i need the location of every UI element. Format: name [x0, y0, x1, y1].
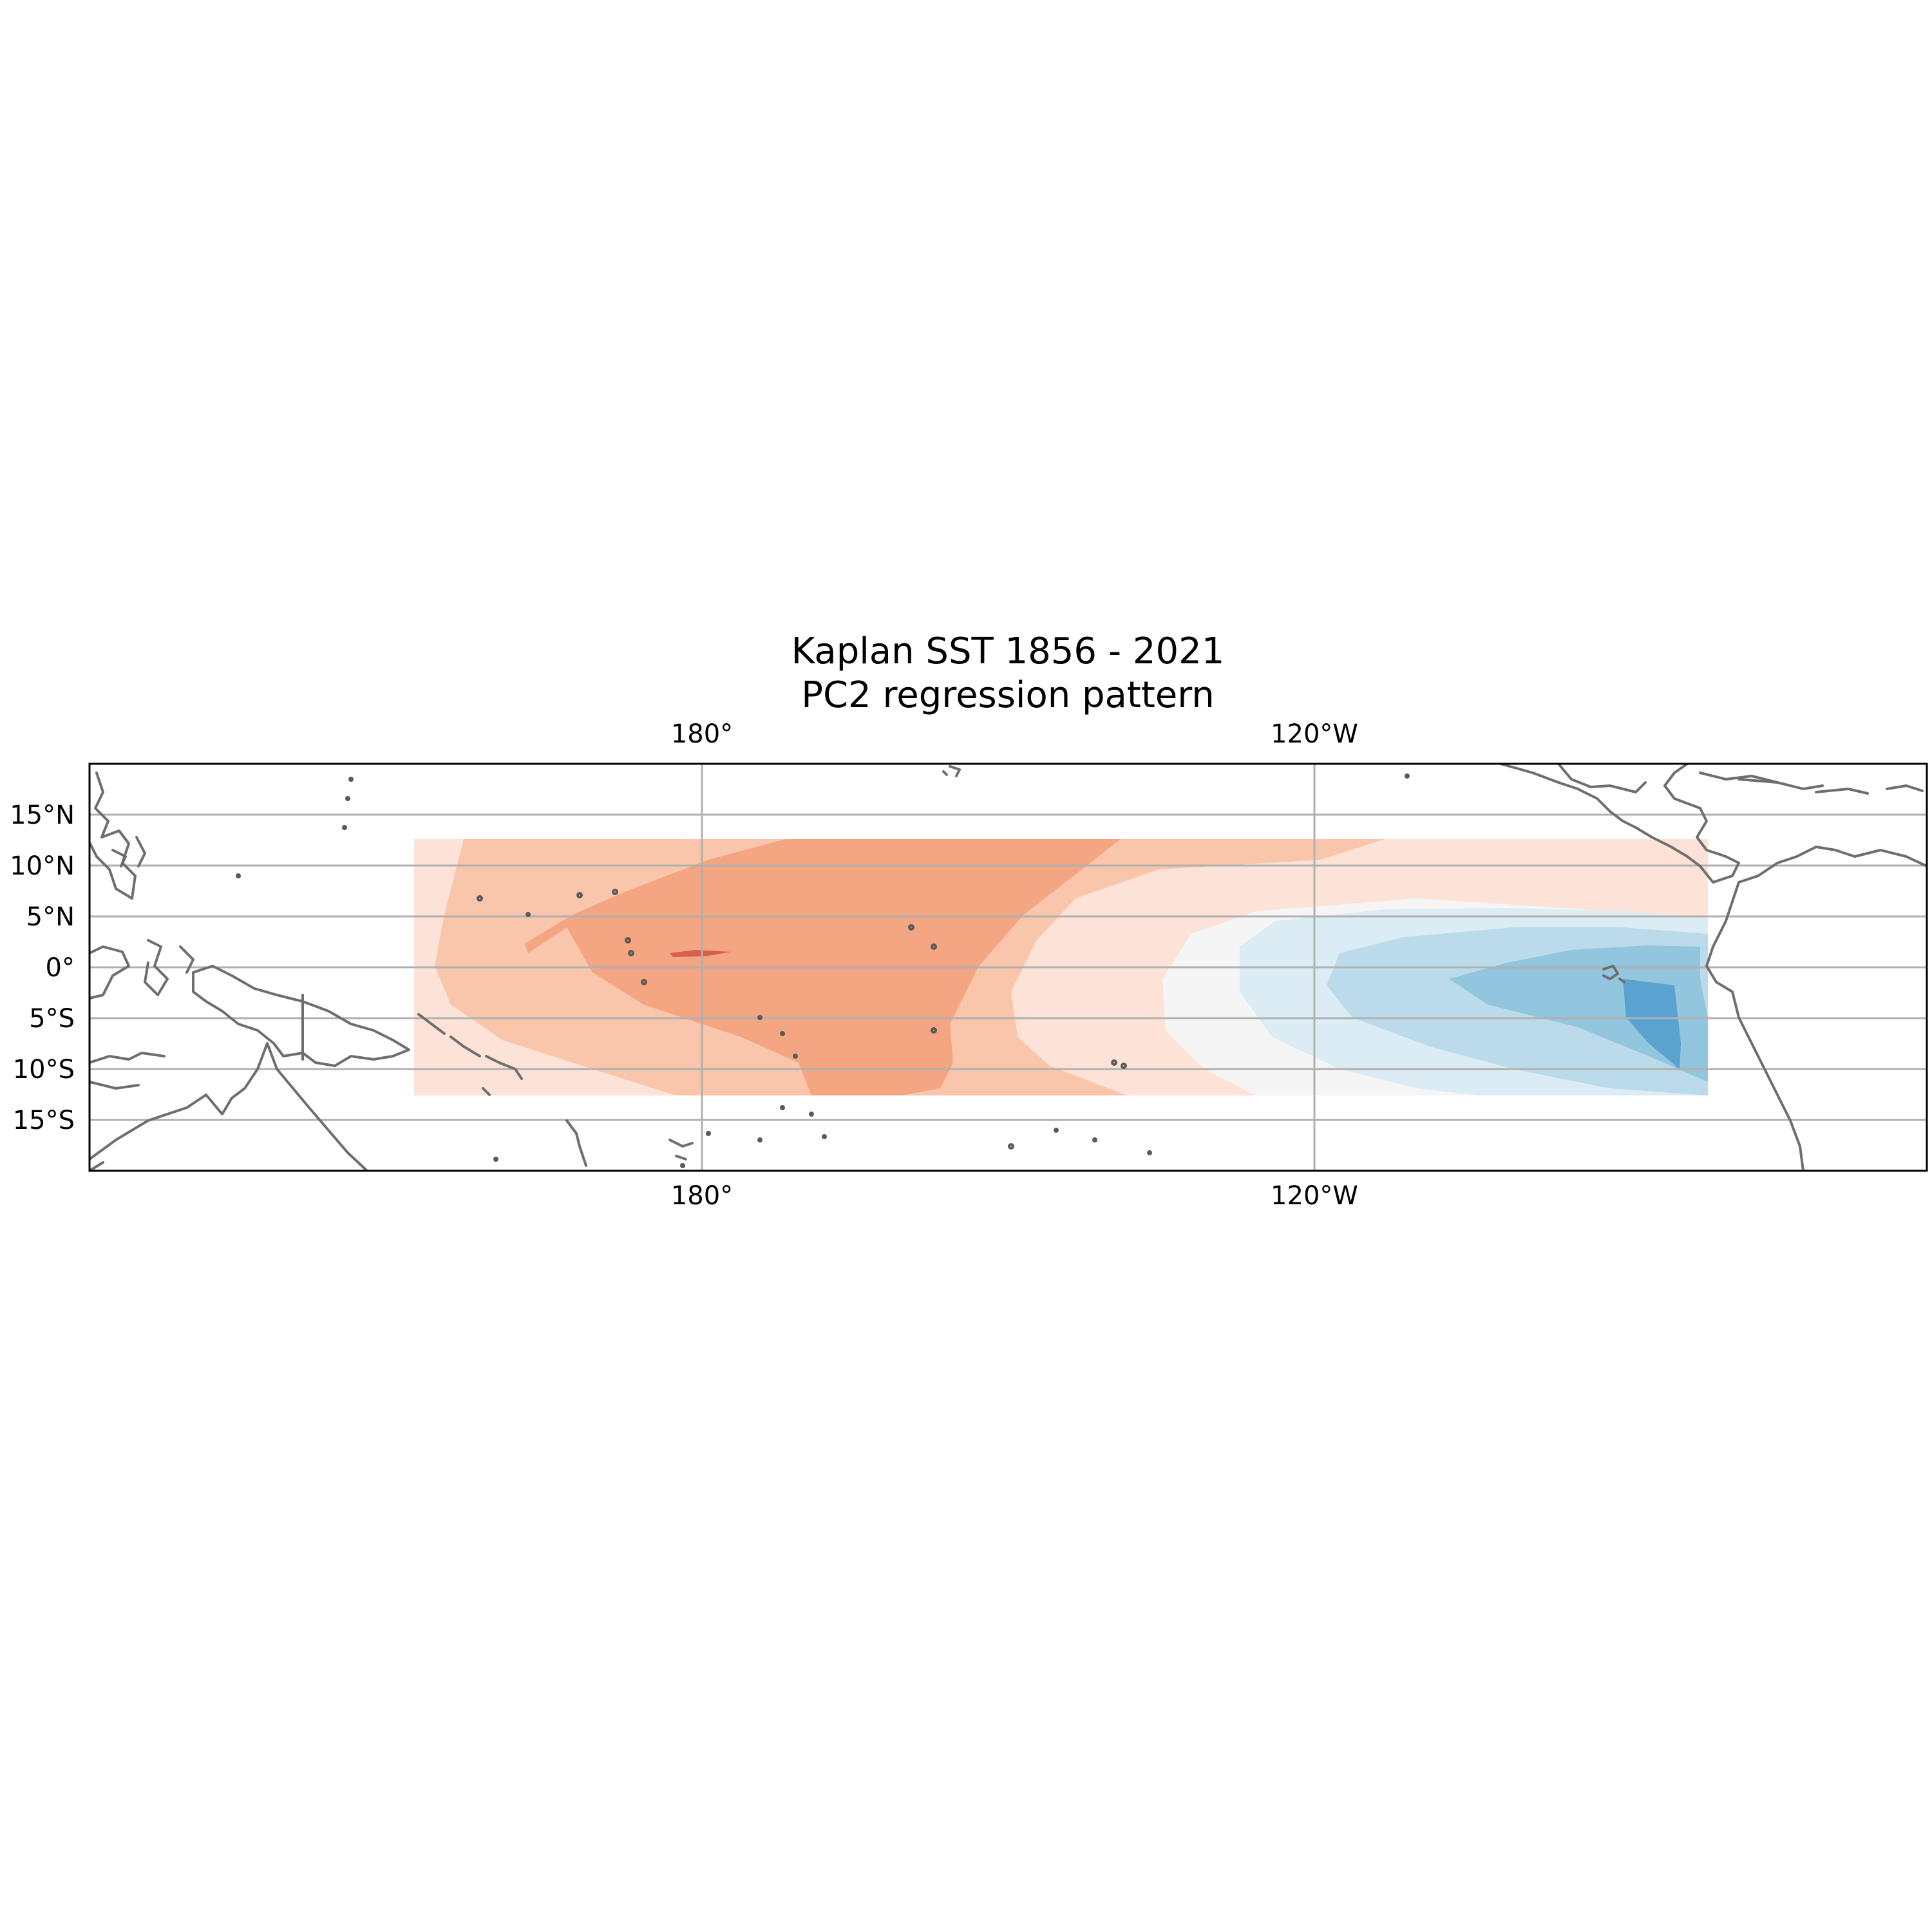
- coastline-new-guinea: [192, 965, 410, 1067]
- coastline-philippines: [90, 772, 146, 900]
- lat-label-5s: 5°S: [29, 1004, 75, 1034]
- islet: [526, 912, 531, 917]
- coastline-indonesia: [90, 939, 194, 1090]
- islet: [576, 892, 583, 898]
- islet: [348, 777, 354, 782]
- lat-label-0: 0°: [46, 953, 75, 983]
- islet: [757, 1137, 762, 1142]
- map-axes: [90, 764, 1927, 1171]
- coastlines: [90, 764, 1927, 1171]
- coastline-hawaii: [942, 765, 961, 777]
- coastline-australia: [90, 1042, 368, 1171]
- coastline-melanesia: [417, 1013, 694, 1167]
- islet: [493, 1157, 498, 1162]
- islet: [1121, 1063, 1127, 1069]
- figure-title-line2: PC2 regression pattern: [801, 674, 1215, 716]
- islet: [625, 937, 631, 943]
- islet: [809, 1112, 814, 1117]
- contour-red-strong: [670, 950, 731, 957]
- islet: [1111, 1059, 1117, 1066]
- islet: [680, 1163, 685, 1168]
- islet: [757, 1015, 762, 1020]
- islet: [931, 943, 937, 950]
- islet: [345, 796, 350, 801]
- islet: [931, 1027, 937, 1034]
- islet: [908, 924, 914, 931]
- lon-label-top-120w: 120°W: [1271, 719, 1358, 749]
- islet: [780, 1105, 785, 1110]
- islet: [1092, 1137, 1097, 1142]
- coastline-caribbean: [1738, 778, 1924, 795]
- lat-label-10s: 10°S: [13, 1055, 75, 1084]
- small-islands: [236, 773, 1410, 1168]
- islet: [477, 895, 483, 902]
- islet: [793, 1054, 798, 1059]
- islet: [641, 979, 647, 985]
- islet: [706, 1131, 711, 1136]
- coastline-galapagos: [1602, 965, 1625, 983]
- figure-title-line1: Kaplan SST 1856 - 2021: [791, 630, 1225, 672]
- lat-label-15n: 15°N: [10, 800, 75, 830]
- islet: [1054, 1128, 1059, 1133]
- islet: [822, 1134, 827, 1139]
- islet: [612, 889, 618, 895]
- islet: [1405, 773, 1410, 779]
- islet: [236, 873, 241, 878]
- gridlines: [90, 764, 1927, 1171]
- lon-label-bottom-180: 180°: [671, 1181, 733, 1211]
- lat-label-15s: 15°S: [13, 1106, 75, 1135]
- map-frame: [88, 762, 1928, 1172]
- contour-blue-strong: [1623, 979, 1681, 1069]
- islet: [628, 950, 634, 956]
- lon-label-bottom-120w: 120°W: [1271, 1181, 1358, 1211]
- islet: [1147, 1150, 1152, 1155]
- islet: [342, 825, 347, 830]
- coastline-south-america: [1705, 846, 1927, 1171]
- lat-label-5n: 5°N: [26, 902, 75, 932]
- lon-label-top-180: 180°: [671, 719, 733, 749]
- coastline-central-america: [1499, 764, 1779, 884]
- lat-label-10n: 10°N: [10, 851, 75, 881]
- contour-blue-medium: [1449, 945, 1708, 1082]
- islet: [1008, 1143, 1014, 1150]
- islet: [780, 1031, 785, 1036]
